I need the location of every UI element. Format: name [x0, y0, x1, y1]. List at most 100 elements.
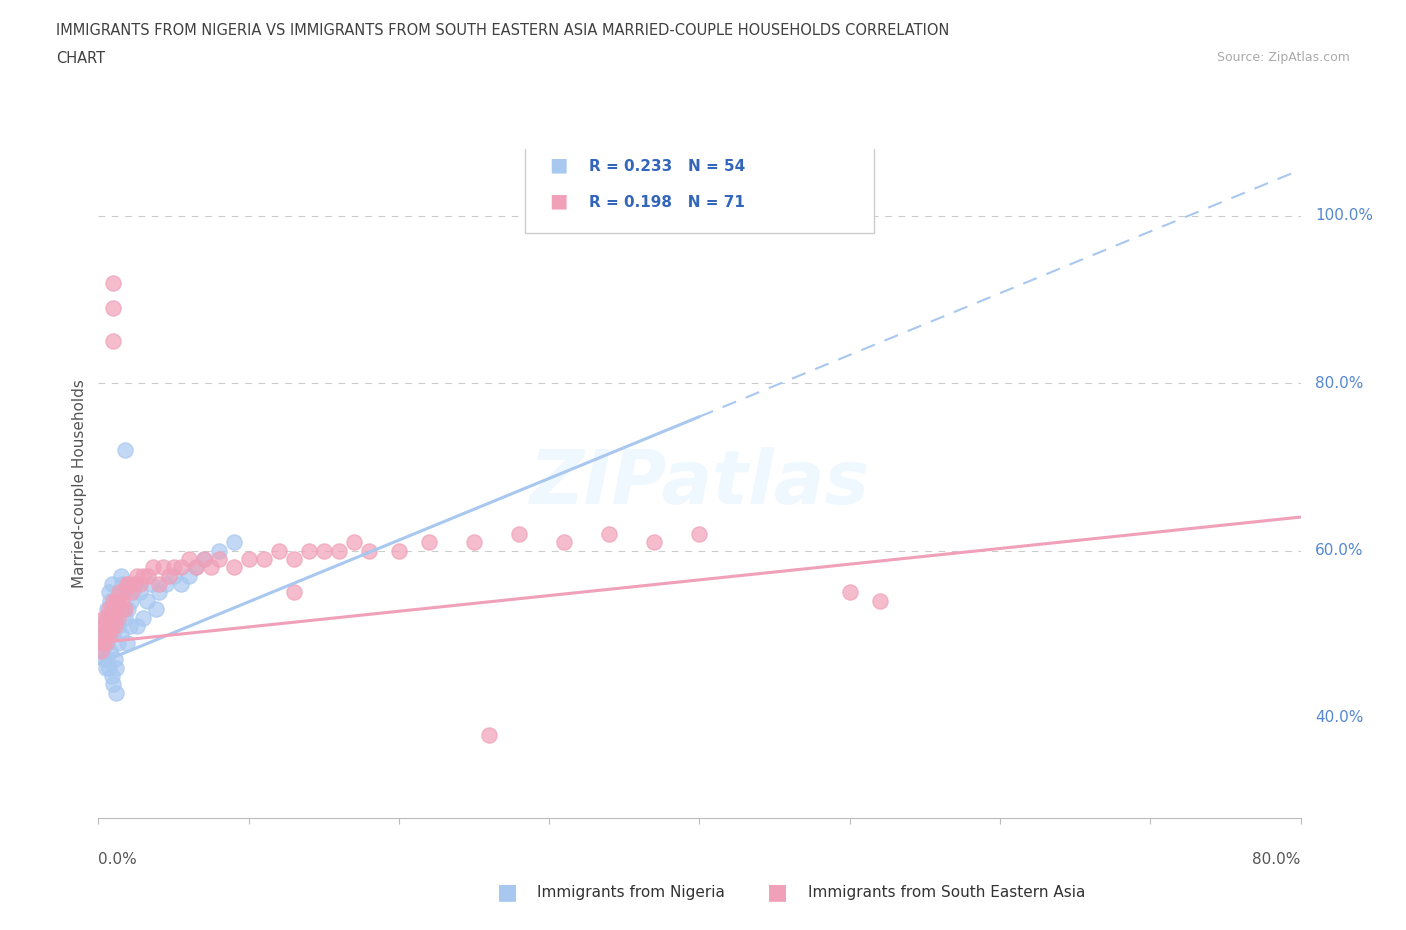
Point: [112, 585, 135, 600]
Text: ■: ■: [550, 155, 568, 174]
Point: [103, 300, 125, 315]
Point: [145, 602, 167, 617]
Point: [94, 610, 117, 625]
Point: [328, 543, 350, 558]
Point: [222, 535, 245, 550]
Point: [357, 543, 380, 558]
Point: [97, 618, 120, 633]
Point: [103, 677, 125, 692]
Point: [104, 652, 127, 667]
Point: [312, 543, 335, 558]
Text: Immigrants from South Eastern Asia: Immigrants from South Eastern Asia: [807, 884, 1085, 899]
Point: [283, 551, 305, 566]
Point: [129, 585, 152, 600]
Text: ■: ■: [550, 192, 568, 210]
Point: [101, 618, 124, 633]
Point: [193, 551, 215, 566]
Point: [110, 627, 132, 642]
Point: [111, 577, 134, 591]
Point: [91, 618, 114, 633]
Text: 80.0%: 80.0%: [1253, 852, 1301, 867]
Point: [104, 610, 127, 625]
Point: [643, 535, 665, 550]
Point: [208, 551, 231, 566]
Point: [107, 635, 129, 650]
Point: [111, 593, 134, 608]
Point: [118, 618, 141, 633]
Point: [100, 627, 122, 642]
Point: [122, 585, 145, 600]
Point: [238, 551, 260, 566]
Point: [93, 618, 115, 633]
Point: [101, 602, 124, 617]
Point: [838, 585, 860, 600]
Point: [90, 644, 112, 658]
Point: [105, 593, 128, 608]
Point: [124, 577, 146, 591]
Point: [135, 593, 157, 608]
Point: [177, 568, 200, 583]
Point: [93, 652, 115, 667]
Point: [127, 568, 149, 583]
Point: [121, 585, 143, 600]
Point: [162, 568, 184, 583]
Point: [96, 602, 118, 617]
Point: [112, 602, 135, 617]
Point: [114, 443, 136, 458]
Text: R = 0.233   N = 54: R = 0.233 N = 54: [589, 159, 745, 174]
Point: [141, 560, 163, 575]
Point: [94, 660, 117, 675]
Point: [91, 644, 114, 658]
Point: [96, 610, 118, 625]
Point: [94, 627, 117, 642]
Point: [104, 618, 127, 633]
Point: [107, 593, 129, 608]
Point: [148, 577, 170, 591]
Point: [418, 535, 440, 550]
Point: [148, 585, 170, 600]
Point: [152, 560, 174, 575]
Point: [253, 551, 276, 566]
Text: ZIPatlas: ZIPatlas: [530, 447, 869, 520]
Text: Immigrants from Nigeria: Immigrants from Nigeria: [537, 884, 725, 899]
Point: [388, 543, 411, 558]
Point: [93, 627, 115, 642]
Point: [208, 543, 231, 558]
Point: [200, 560, 222, 575]
Point: [222, 560, 245, 575]
Point: [105, 593, 128, 608]
Point: [170, 560, 193, 575]
Point: [688, 526, 710, 541]
Point: [96, 627, 118, 642]
Point: [104, 602, 127, 617]
FancyBboxPatch shape: [526, 132, 873, 232]
Point: [193, 551, 215, 566]
Point: [117, 602, 139, 617]
Y-axis label: Married-couple Households: Married-couple Households: [72, 379, 87, 588]
Point: [136, 568, 159, 583]
Point: [177, 551, 200, 566]
Point: [110, 602, 132, 617]
Point: [103, 627, 125, 642]
Point: [91, 635, 114, 650]
Point: [298, 543, 321, 558]
Point: [97, 660, 120, 675]
Text: Source: ZipAtlas.com: Source: ZipAtlas.com: [1216, 51, 1350, 64]
Text: 60.0%: 60.0%: [1315, 543, 1364, 558]
Point: [105, 660, 128, 675]
Point: [139, 577, 162, 591]
Point: [90, 635, 112, 650]
Point: [103, 610, 125, 625]
Point: [107, 610, 129, 625]
Point: [107, 618, 129, 633]
Point: [100, 644, 122, 658]
Point: [96, 635, 118, 650]
Point: [157, 568, 180, 583]
Text: CHART: CHART: [56, 51, 105, 66]
Point: [463, 535, 485, 550]
Point: [132, 610, 155, 625]
Point: [101, 577, 124, 591]
Text: IMMIGRANTS FROM NIGERIA VS IMMIGRANTS FROM SOUTH EASTERN ASIA MARRIED-COUPLE HOU: IMMIGRANTS FROM NIGERIA VS IMMIGRANTS FR…: [56, 23, 949, 38]
Point: [91, 627, 114, 642]
Point: [283, 585, 305, 600]
